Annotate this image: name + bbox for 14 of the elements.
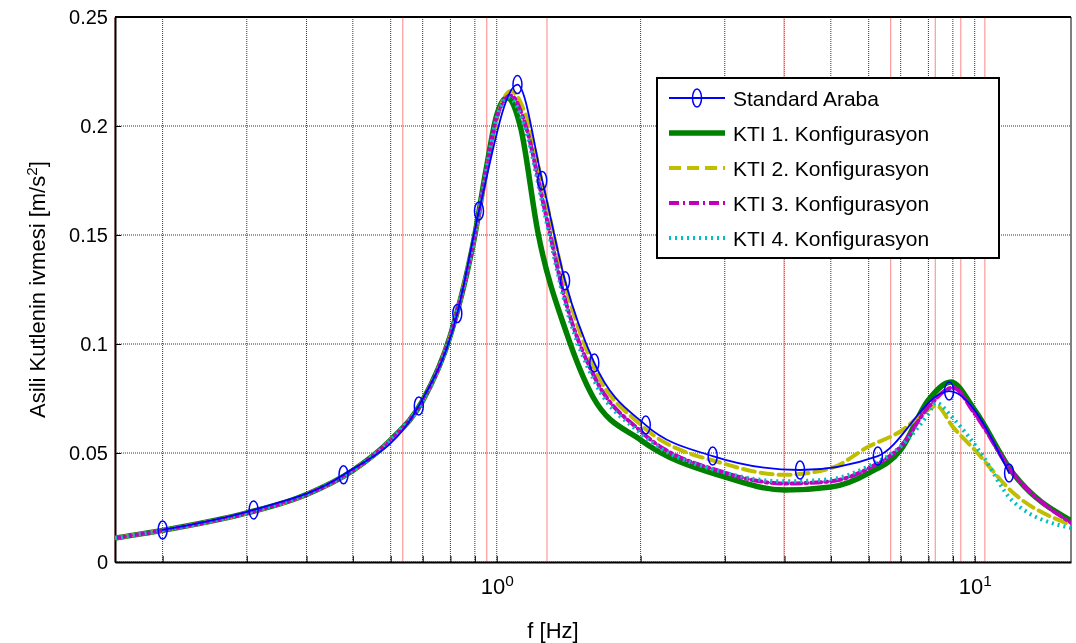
x-axis-title: f [Hz] [527,618,579,643]
y-tick-label: 0.2 [80,114,108,137]
legend-label: KTI 4. Konfigurasyon [733,227,930,250]
x-tick-label: 10$^{0}$ [480,571,514,599]
y-tick-label: 0.15 [69,223,108,246]
y-tick-label: 0 [96,550,108,573]
legend-label: KTI 1. Konfigurasyon [733,122,930,145]
legend-label: Standard Araba [733,87,880,110]
y-tick-label: 0.05 [69,441,108,464]
legend-label: KTI 2. Konfigurasyon [733,157,930,180]
y-tick-label: 0.1 [80,332,108,355]
legend-label: KTI 3. Konfigurasyon [733,192,930,215]
y-tick-label: 0.25 [69,5,108,28]
x-tick-label: 10$^{1}$ [958,571,992,599]
